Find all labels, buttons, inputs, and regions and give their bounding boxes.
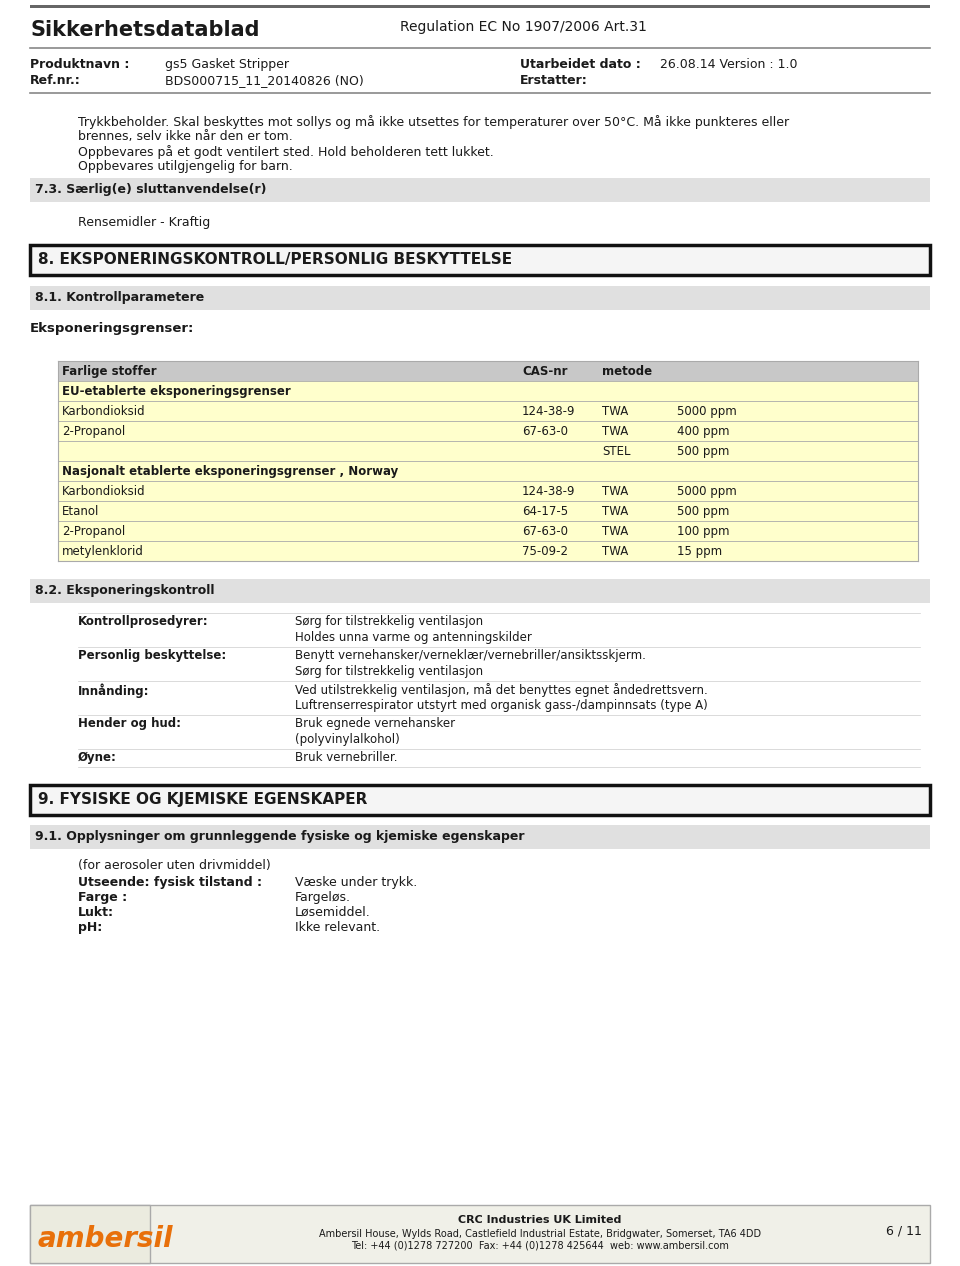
Text: STEL: STEL (602, 446, 631, 458)
Text: metode: metode (602, 365, 652, 379)
Text: Rensemidler - Kraftig: Rensemidler - Kraftig (78, 216, 210, 229)
Text: CAS-nr: CAS-nr (522, 365, 567, 379)
Text: Farge :: Farge : (78, 891, 127, 904)
Text: Ambersil House, Wylds Road, Castlefield Industrial Estate, Bridgwater, Somerset,: Ambersil House, Wylds Road, Castlefield … (319, 1229, 761, 1239)
Text: Holdes unna varme og antenningskilder: Holdes unna varme og antenningskilder (295, 630, 532, 644)
Text: (polyvinylalkohol): (polyvinylalkohol) (295, 733, 399, 746)
Text: Bruk vernebriller.: Bruk vernebriller. (295, 751, 397, 763)
Text: 5000 ppm: 5000 ppm (677, 485, 736, 498)
Text: Trykkbeholder. Skal beskyttes mot sollys og må ikke utsettes for temperaturer ov: Trykkbeholder. Skal beskyttes mot sollys… (78, 115, 789, 129)
Text: Luftrenserrespirator utstyrt med organisk gass-/dampinnsats (type A): Luftrenserrespirator utstyrt med organis… (295, 699, 708, 711)
Text: 5000 ppm: 5000 ppm (677, 405, 736, 418)
Text: 2-Propanol: 2-Propanol (62, 525, 125, 538)
Text: 500 ppm: 500 ppm (677, 446, 730, 458)
Text: Oppbevares på et godt ventilert sted. Hold beholderen tett lukket.: Oppbevares på et godt ventilert sted. Ho… (78, 146, 493, 160)
Text: Kontrollprosedyrer:: Kontrollprosedyrer: (78, 615, 208, 628)
Text: 75-09-2: 75-09-2 (522, 544, 568, 558)
Bar (30, 5, 930, 8)
Bar (58, 541, 918, 561)
Bar (58, 361, 918, 381)
Text: 2-Propanol: 2-Propanol (62, 425, 125, 438)
Bar (58, 501, 918, 522)
Bar (30, 179, 930, 203)
Text: Væske under trykk.: Væske under trykk. (295, 876, 418, 889)
Text: 100 ppm: 100 ppm (677, 525, 730, 538)
Text: Regulation EC No 1907/2006 Art.31: Regulation EC No 1907/2006 Art.31 (400, 20, 647, 34)
Text: Produktnavn :: Produktnavn : (30, 58, 130, 71)
Bar (30, 1205, 930, 1263)
Text: Sørg for tilstrekkelig ventilasjon: Sørg for tilstrekkelig ventilasjon (295, 615, 483, 628)
Text: Benytt vernehansker/verneklær/vernebriller/ansiktsskjerm.: Benytt vernehansker/verneklær/vernebrill… (295, 649, 646, 662)
Text: EU-etablerte eksponeringsgrenser: EU-etablerte eksponeringsgrenser (62, 385, 291, 398)
Bar (58, 461, 918, 481)
Bar (58, 441, 918, 461)
Text: Ikke relevant.: Ikke relevant. (295, 920, 380, 934)
Text: Øyne:: Øyne: (78, 751, 117, 763)
Text: Eksponeringsgrenser:: Eksponeringsgrenser: (30, 322, 194, 335)
Text: 6 / 11: 6 / 11 (886, 1225, 922, 1238)
Text: Innånding:: Innånding: (78, 682, 150, 698)
Bar (58, 401, 918, 422)
Text: 26.08.14 Version : 1.0: 26.08.14 Version : 1.0 (660, 58, 798, 71)
Text: 8.1. Kontrollparametere: 8.1. Kontrollparametere (35, 291, 204, 304)
Text: Karbondioksid: Karbondioksid (62, 485, 146, 498)
Text: brennes, selv ikke når den er tom.: brennes, selv ikke når den er tom. (78, 130, 293, 143)
Text: Ved utilstrekkelig ventilasjon, må det benyttes egnet åndedrettsvern.: Ved utilstrekkelig ventilasjon, må det b… (295, 682, 708, 698)
Text: Oppbevares utilgjengelig for barn.: Oppbevares utilgjengelig for barn. (78, 160, 293, 173)
Text: 15 ppm: 15 ppm (677, 544, 722, 558)
Text: TWA: TWA (602, 525, 628, 538)
Text: Etanol: Etanol (62, 505, 100, 518)
Text: pH:: pH: (78, 920, 103, 934)
Text: Bruk egnede vernehansker: Bruk egnede vernehansker (295, 717, 455, 730)
Text: Karbondioksid: Karbondioksid (62, 405, 146, 418)
Text: 400 ppm: 400 ppm (677, 425, 730, 438)
Text: 124-38-9: 124-38-9 (522, 485, 575, 498)
Text: 7.3. Særlig(e) sluttanvendelse(r): 7.3. Særlig(e) sluttanvendelse(r) (35, 184, 267, 196)
Text: metylenklorid: metylenklorid (62, 544, 144, 558)
Text: 67-63-0: 67-63-0 (522, 525, 568, 538)
Text: Fargeløs.: Fargeløs. (295, 891, 351, 904)
Text: CRC Industries UK Limited: CRC Industries UK Limited (458, 1215, 622, 1225)
Text: Erstatter:: Erstatter: (520, 73, 588, 87)
Text: Sørg for tilstrekkelig ventilasjon: Sørg for tilstrekkelig ventilasjon (295, 665, 483, 679)
Bar (30, 825, 930, 849)
Text: TWA: TWA (602, 544, 628, 558)
Bar (30, 286, 930, 310)
Text: Ref.nr.:: Ref.nr.: (30, 73, 81, 87)
Text: 500 ppm: 500 ppm (677, 505, 730, 518)
Bar (30, 785, 930, 815)
Text: 124-38-9: 124-38-9 (522, 405, 575, 418)
Text: Tel: +44 (0)1278 727200  Fax: +44 (0)1278 425644  web: www.ambersil.com: Tel: +44 (0)1278 727200 Fax: +44 (0)1278… (351, 1241, 729, 1251)
Text: TWA: TWA (602, 405, 628, 418)
Text: Hender og hud:: Hender og hud: (78, 717, 181, 730)
Text: Sikkerhetsdatablad: Sikkerhetsdatablad (30, 20, 259, 41)
Bar (30, 1205, 150, 1263)
Text: TWA: TWA (602, 425, 628, 438)
Text: BDS000715_11_20140826 (NO): BDS000715_11_20140826 (NO) (165, 73, 364, 87)
Text: 64-17-5: 64-17-5 (522, 505, 568, 518)
Text: 8.2. Eksponeringskontroll: 8.2. Eksponeringskontroll (35, 584, 214, 598)
Bar (58, 422, 918, 441)
Bar (58, 522, 918, 541)
Bar (30, 246, 930, 275)
Text: Personlig beskyttelse:: Personlig beskyttelse: (78, 649, 227, 662)
Text: 9.1. Opplysninger om grunnleggende fysiske og kjemiske egenskaper: 9.1. Opplysninger om grunnleggende fysis… (35, 830, 524, 843)
Text: 8. EKSPONERINGSKONTROLL/PERSONLIG BESKYTTELSE: 8. EKSPONERINGSKONTROLL/PERSONLIG BESKYT… (38, 252, 512, 267)
Text: TWA: TWA (602, 505, 628, 518)
Text: Utseende: fysisk tilstand :: Utseende: fysisk tilstand : (78, 876, 262, 889)
Bar (58, 481, 918, 501)
Bar (30, 579, 930, 603)
Bar (58, 381, 918, 401)
Text: TWA: TWA (602, 485, 628, 498)
Text: Utarbeidet dato :: Utarbeidet dato : (520, 58, 640, 71)
Text: Farlige stoffer: Farlige stoffer (62, 365, 156, 379)
Text: 67-63-0: 67-63-0 (522, 425, 568, 438)
Text: (for aerosoler uten drivmiddel): (for aerosoler uten drivmiddel) (78, 860, 271, 872)
Text: Løsemiddel.: Løsemiddel. (295, 906, 371, 919)
Text: gs5 Gasket Stripper: gs5 Gasket Stripper (165, 58, 289, 71)
Text: ambersil: ambersil (38, 1225, 174, 1253)
Text: Nasjonalt etablerte eksponeringsgrenser , Norway: Nasjonalt etablerte eksponeringsgrenser … (62, 465, 398, 479)
Text: Lukt:: Lukt: (78, 906, 114, 919)
Text: 9. FYSISKE OG KJEMISKE EGENSKAPER: 9. FYSISKE OG KJEMISKE EGENSKAPER (38, 793, 368, 806)
